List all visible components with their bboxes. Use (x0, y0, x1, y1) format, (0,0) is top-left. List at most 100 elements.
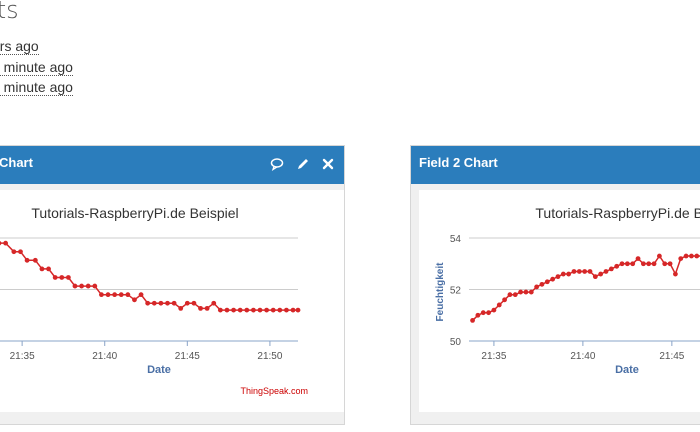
data-point[interactable] (191, 300, 197, 306)
data-point[interactable] (587, 269, 593, 274)
pencil-icon[interactable] (296, 157, 310, 171)
data-point[interactable] (151, 300, 157, 306)
data-point[interactable] (79, 283, 84, 289)
data-point[interactable] (65, 275, 71, 280)
data-point[interactable] (105, 292, 111, 298)
x-tick-label: 21:40 (570, 351, 595, 362)
data-point[interactable] (491, 307, 497, 313)
data-point[interactable] (523, 289, 529, 295)
data-point[interactable] (683, 253, 689, 259)
data-point[interactable] (507, 292, 513, 298)
data-point[interactable] (624, 261, 630, 267)
data-point[interactable] (486, 310, 491, 316)
data-point[interactable] (295, 307, 301, 313)
data-point[interactable] (59, 275, 65, 280)
data-point[interactable] (290, 307, 296, 313)
data-point[interactable] (184, 300, 190, 306)
data-point[interactable] (270, 307, 276, 313)
data-point[interactable] (603, 269, 609, 274)
close-icon[interactable] (321, 157, 335, 171)
data-point[interactable] (52, 275, 58, 280)
data-point[interactable] (539, 281, 545, 287)
data-point[interactable] (582, 269, 588, 274)
data-point[interactable] (576, 269, 582, 274)
data-point[interactable] (118, 292, 124, 298)
x-axis-label: Date (615, 364, 639, 376)
stat-created: urs ago (0, 38, 39, 55)
data-point[interactable] (24, 257, 30, 263)
data-point[interactable] (689, 253, 694, 259)
data-point[interactable] (550, 276, 556, 282)
data-point[interactable] (46, 266, 51, 272)
data-point[interactable] (619, 261, 625, 267)
data-point[interactable] (667, 261, 673, 267)
data-point[interactable] (211, 300, 217, 306)
data-point[interactable] (92, 283, 98, 289)
data-point[interactable] (566, 271, 572, 277)
panel-title: Field 2 Chart (419, 155, 498, 170)
data-point[interactable] (11, 249, 17, 255)
data-point[interactable] (475, 312, 481, 318)
data-point[interactable] (178, 305, 184, 311)
data-point[interactable] (145, 300, 151, 306)
data-point[interactable] (138, 292, 144, 298)
data-point[interactable] (39, 266, 45, 272)
data-point[interactable] (592, 274, 598, 280)
chart-title: Tutorials-RaspberryPi.de Beispiel (535, 205, 700, 221)
data-point[interactable] (470, 318, 475, 323)
data-point[interactable] (635, 256, 641, 261)
data-point[interactable] (224, 307, 230, 313)
data-point[interactable] (231, 307, 236, 313)
data-point[interactable] (112, 292, 118, 298)
data-point[interactable] (217, 307, 223, 313)
data-point[interactable] (257, 307, 263, 313)
data-point[interactable] (277, 307, 283, 313)
data-point[interactable] (125, 292, 131, 298)
data-point[interactable] (640, 261, 646, 267)
data-point[interactable] (0, 240, 2, 246)
data-point[interactable] (534, 284, 540, 290)
data-point[interactable] (571, 269, 577, 274)
data-point[interactable] (528, 289, 534, 295)
panel-title: Chart (0, 155, 33, 170)
data-point[interactable] (598, 271, 604, 277)
data-point[interactable] (656, 253, 662, 259)
comment-icon[interactable] (270, 157, 284, 171)
data-point[interactable] (480, 310, 486, 316)
data-point[interactable] (165, 300, 170, 306)
field1-chart-panel: Chart Tutorials-RaspberryPi.de Beispiel … (0, 145, 345, 425)
data-point[interactable] (694, 253, 700, 259)
data-point[interactable] (244, 307, 250, 313)
data-point[interactable] (560, 271, 566, 277)
data-point[interactable] (72, 283, 78, 289)
data-point[interactable] (678, 256, 684, 261)
data-point[interactable] (496, 302, 502, 308)
data-point[interactable] (264, 307, 270, 313)
data-point[interactable] (158, 300, 164, 306)
data-point[interactable] (250, 307, 256, 313)
data-point[interactable] (284, 307, 289, 313)
data-point[interactable] (18, 249, 23, 255)
data-point[interactable] (132, 297, 137, 303)
data-point[interactable] (662, 261, 668, 267)
data-point[interactable] (512, 292, 518, 298)
data-point[interactable] (198, 305, 203, 311)
data-point[interactable] (614, 263, 620, 269)
data-point[interactable] (32, 257, 38, 263)
data-point[interactable] (673, 271, 678, 277)
data-point[interactable] (85, 283, 91, 289)
data-point[interactable] (237, 307, 243, 313)
data-point[interactable] (608, 266, 614, 272)
data-point[interactable] (555, 274, 561, 280)
data-point[interactable] (204, 305, 210, 311)
data-point[interactable] (544, 279, 550, 285)
data-point[interactable] (502, 297, 507, 303)
data-point[interactable] (630, 261, 636, 267)
data-point[interactable] (99, 292, 104, 298)
data-point[interactable] (171, 300, 177, 306)
thingspeak-credit[interactable]: ThingSpeak.com (240, 386, 308, 396)
data-point[interactable] (3, 240, 9, 246)
data-point[interactable] (651, 261, 657, 267)
data-point[interactable] (518, 289, 524, 295)
data-point[interactable] (646, 261, 652, 267)
